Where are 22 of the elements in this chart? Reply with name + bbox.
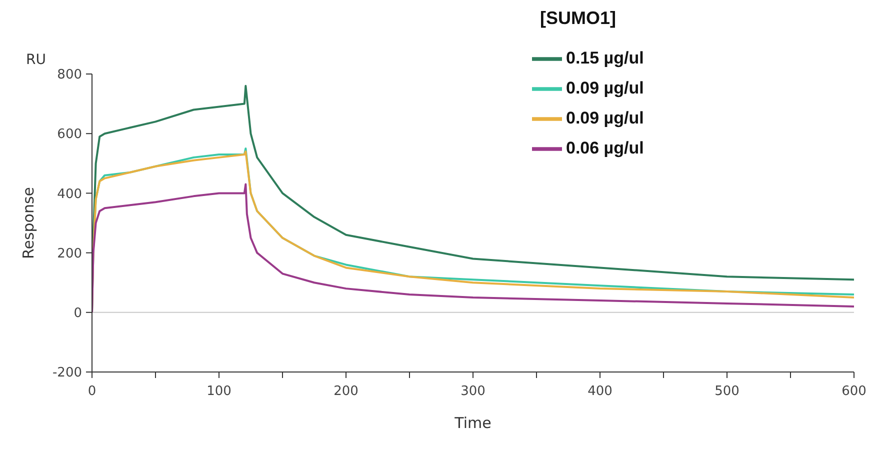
y-tick-label: -200 <box>52 366 82 381</box>
y-tick-label: 0 <box>74 306 82 322</box>
line-series <box>92 183 854 314</box>
legend-label: 0.06 µg/ul <box>566 138 644 158</box>
y-tick-label: 800 <box>57 68 82 83</box>
legend-label: 0.09 µg/ul <box>566 108 644 128</box>
x-tick-label: 0 <box>88 384 96 400</box>
x-tick-label: 100 <box>206 384 232 400</box>
y-tick-label: 200 <box>57 246 82 262</box>
y-axis-title: Response <box>19 186 38 260</box>
y-tick-label: 400 <box>57 186 82 202</box>
legend-label: 0.15 µg/ul <box>566 48 644 68</box>
x-tick-label: 300 <box>460 384 486 400</box>
x-tick-label: 600 <box>842 384 866 400</box>
legend-label: 0.09 µg/ul <box>566 78 644 98</box>
x-tick-label: 200 <box>334 384 358 400</box>
x-axis-title: Time <box>454 414 492 432</box>
y-tick-label: 600 <box>57 127 82 142</box>
x-tick-label: 500 <box>714 384 740 400</box>
x-tick-label: 400 <box>588 384 612 400</box>
legend-title: [SUMO1] <box>540 8 616 29</box>
text: RU <box>26 52 46 68</box>
